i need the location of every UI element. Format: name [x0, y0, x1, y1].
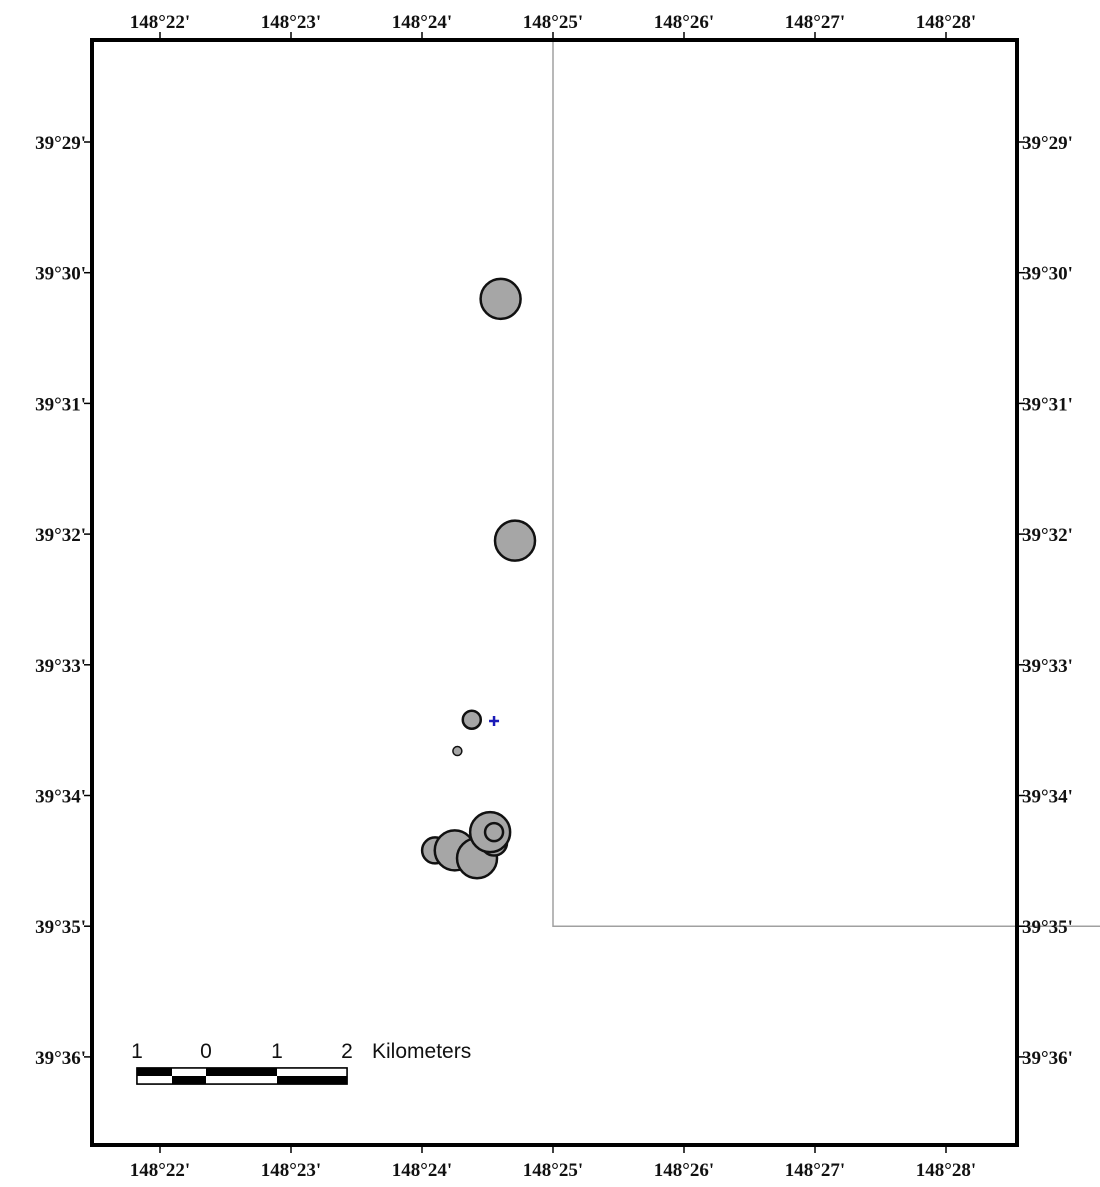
right-lat-label-2: 39°31' — [1022, 394, 1073, 415]
scale-label-0: 0 — [200, 1040, 212, 1063]
top-lon-label-4: 148°26' — [654, 12, 714, 33]
bottom-lon-label-1: 148°23' — [261, 1160, 321, 1181]
boundary-line — [552, 40, 1100, 927]
event-marker-4 — [452, 745, 463, 757]
left-lat-label-7: 39°36' — [35, 1048, 86, 1069]
left-lat-label-6: 39°35' — [35, 917, 86, 938]
right-lat-label-0: 39°29' — [1022, 133, 1073, 154]
left-lat-label-5: 39°34' — [35, 787, 86, 808]
scale-bar-border — [136, 1067, 348, 1085]
top-lon-label-2: 148°24' — [392, 12, 452, 33]
right-lat-label-5: 39°34' — [1022, 787, 1073, 808]
top-lon-label-5: 148°27' — [785, 12, 845, 33]
bottom-lon-label-0: 148°22' — [130, 1160, 190, 1181]
left-lat-label-2: 39°31' — [35, 394, 86, 415]
right-lat-label-7: 39°36' — [1022, 1048, 1073, 1069]
top-lon-label-0: 148°22' — [130, 12, 190, 33]
coordinate-labels-layer: 148°22' 148°23' 148°24' 148°25' 148°26' 148°2… — [35, 12, 1073, 1181]
map-frame — [90, 38, 1019, 1147]
top-lon-label-6: 148°28' — [916, 12, 976, 33]
event-marker-1 — [479, 277, 522, 321]
bottom-lon-label-2: 148°24' — [392, 1160, 452, 1181]
scale-bar: 1 0 1 2 Kilometers — [131, 1040, 471, 1085]
right-lat-label-3: 39°32' — [1022, 525, 1073, 546]
right-lat-label-1: 39°30' — [1022, 264, 1073, 285]
event-marker-10 — [483, 821, 505, 843]
event-markers-layer — [420, 277, 537, 880]
scale-label-1: 1 — [271, 1040, 283, 1063]
left-lat-label-3: 39°32' — [35, 525, 86, 546]
bottom-lon-label-4: 148°26' — [654, 1160, 714, 1181]
frame-ticks-layer — [84, 32, 1025, 1153]
bottom-lon-label-3: 148°25' — [523, 1160, 583, 1181]
scale-bar-blocks — [136, 1067, 348, 1085]
top-lon-label-1: 148°23' — [261, 12, 321, 33]
scale-seg-bottom-3 — [277, 1076, 347, 1084]
scale-label-1-left: 1 — [131, 1040, 143, 1063]
scale-label-2: 2 — [341, 1040, 353, 1063]
left-lat-label-1: 39°30' — [35, 264, 86, 285]
right-lat-label-4: 39°33' — [1022, 656, 1073, 677]
scale-seg-top-2 — [206, 1068, 277, 1076]
left-lat-label-4: 39°33' — [35, 656, 86, 677]
scale-seg-bottom-0 — [137, 1076, 172, 1084]
event-marker-2 — [493, 519, 537, 562]
scale-seg-top-0 — [137, 1068, 172, 1076]
station-cross-icon — [489, 716, 500, 727]
scale-seg-top-3 — [277, 1068, 347, 1076]
scale-seg-bottom-2 — [206, 1076, 277, 1084]
scale-seg-bottom-1 — [172, 1076, 206, 1084]
bottom-lon-label-5: 148°27' — [785, 1160, 845, 1181]
right-lat-label-6: 39°35' — [1022, 917, 1073, 938]
event-marker-3 — [461, 709, 483, 730]
bottom-lon-label-6: 148°28' — [916, 1160, 976, 1181]
scale-unit-label: Kilometers — [372, 1040, 471, 1063]
top-lon-label-3: 148°25' — [523, 12, 583, 33]
scale-seg-top-1 — [172, 1068, 206, 1076]
boundary-line-layer — [552, 40, 1100, 927]
station-marker-layer — [489, 716, 500, 727]
left-lat-label-0: 39°29' — [35, 133, 86, 154]
